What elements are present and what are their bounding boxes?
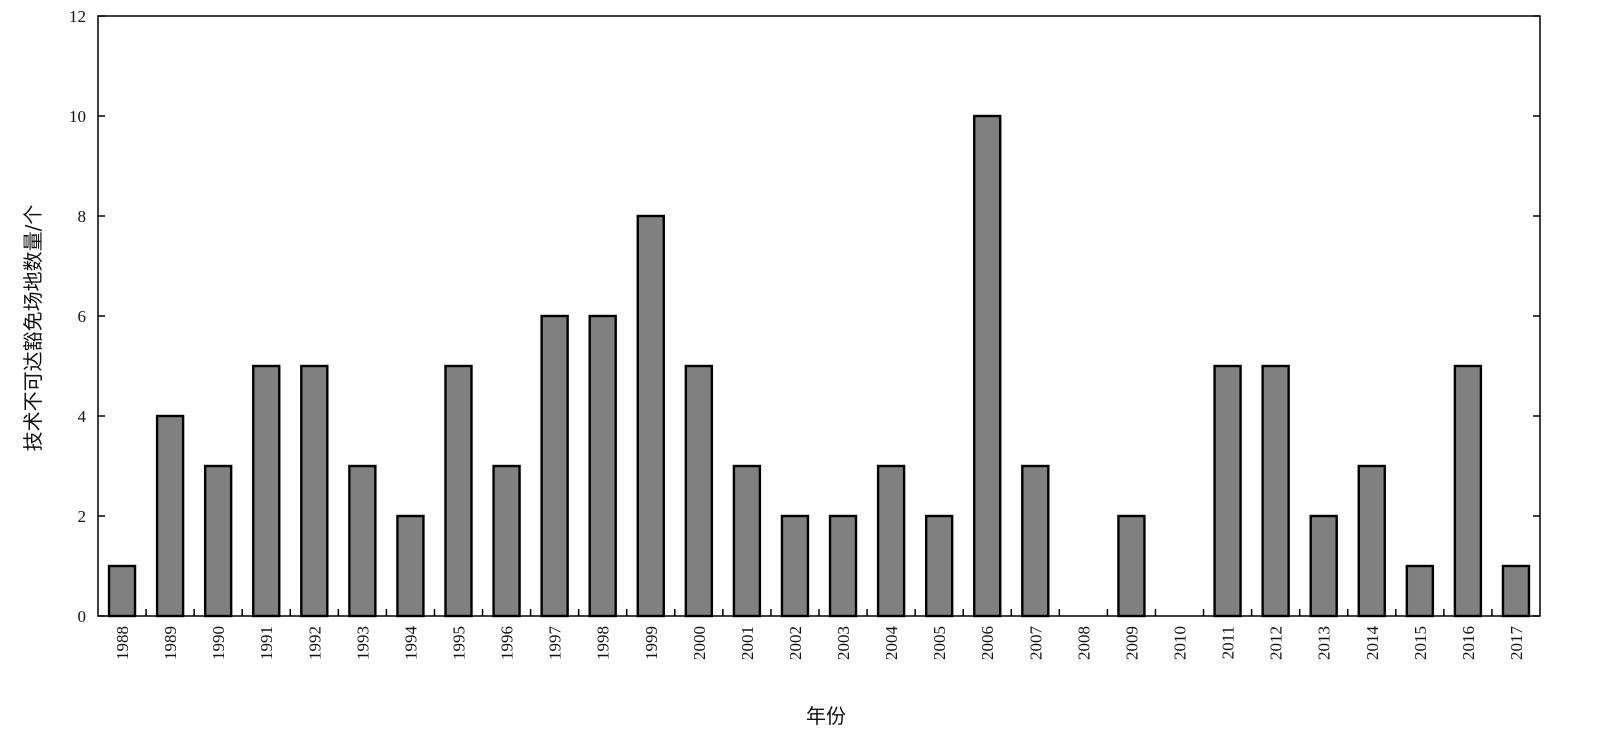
y-axis-ticks: 0 2 4 6 8 10 12 <box>69 7 1540 626</box>
bar-1999 <box>636 214 665 618</box>
bar-1998 <box>588 314 617 618</box>
x-tick-label: 2004 <box>882 626 901 661</box>
x-tick-label: 1995 <box>450 626 469 660</box>
bar-1994 <box>396 514 425 618</box>
x-tick-label: 2012 <box>1267 626 1286 660</box>
bar-2005 <box>924 514 954 618</box>
y-tick-label: 6 <box>78 307 87 326</box>
x-tick-label: 2015 <box>1411 626 1430 660</box>
x-tick-label: 1998 <box>594 626 613 660</box>
bar-1990 <box>203 464 233 618</box>
bar-2009 <box>1117 514 1146 618</box>
y-tick-label: 2 <box>78 507 87 526</box>
x-tick-label: 2007 <box>1026 626 1045 661</box>
bar-2004 <box>876 464 906 618</box>
bar-2011 <box>1213 364 1242 618</box>
x-tick-label: 1993 <box>353 626 372 660</box>
bar-2000 <box>684 364 714 618</box>
x-tick-label: 2009 <box>1122 626 1141 660</box>
x-tick-label: 1991 <box>257 626 276 660</box>
x-tick-label: 2001 <box>738 626 757 660</box>
bar-2016 <box>1453 364 1483 618</box>
bar-1995 <box>444 364 473 618</box>
bar-2015 <box>1405 564 1435 618</box>
y-tick-label: 12 <box>69 7 86 26</box>
x-tick-label: 2008 <box>1074 626 1093 660</box>
x-tick-label: 2003 <box>834 626 853 660</box>
bar-2014 <box>1357 464 1386 618</box>
bar-2013 <box>1309 514 1338 618</box>
x-axis-title: 年份 <box>806 704 846 728</box>
bar-2017 <box>1501 564 1531 618</box>
x-tick-label: 1990 <box>209 626 228 660</box>
x-tick-label: 2010 <box>1171 626 1190 660</box>
x-axis-ticks: 1988 1989 1990 1991 1992 1993 1994 1995 1996 1997… <box>113 609 1526 660</box>
bar-1992 <box>300 364 329 618</box>
bar-2006 <box>973 114 1002 618</box>
bar-1991 <box>252 364 281 618</box>
bar-2002 <box>780 514 810 618</box>
bar-1989 <box>155 414 185 618</box>
bar-1988 <box>107 564 137 618</box>
x-tick-label: 2011 <box>1219 626 1238 659</box>
x-tick-label: 1997 <box>546 626 565 661</box>
x-tick-label: 2002 <box>786 626 805 660</box>
x-tick-label: 2017 <box>1507 626 1526 661</box>
bar-2012 <box>1261 364 1290 618</box>
x-tick-label: 2000 <box>690 626 709 660</box>
x-tick-label: 1992 <box>305 626 324 660</box>
y-tick-label: 4 <box>78 407 87 426</box>
bars <box>107 114 1531 618</box>
y-tick-label: 8 <box>78 207 87 226</box>
x-tick-label: 1989 <box>161 626 180 660</box>
x-tick-label: 1994 <box>401 626 420 661</box>
y-tick-label: 10 <box>69 107 86 126</box>
bar-2003 <box>828 514 858 618</box>
bar-1997 <box>540 314 569 618</box>
y-axis-title: 技术不可达豁免场地数量/个 <box>21 205 45 452</box>
bar-2001 <box>732 464 762 618</box>
x-tick-label: 2016 <box>1459 626 1478 660</box>
x-tick-label: 2005 <box>930 626 949 660</box>
x-tick-label: 1999 <box>642 626 661 660</box>
x-tick-label: 2014 <box>1363 626 1382 661</box>
x-tick-label: 2013 <box>1315 626 1334 660</box>
x-tick-label: 1988 <box>113 626 132 660</box>
x-tick-label: 2006 <box>978 626 997 660</box>
x-tick-label: 1996 <box>498 626 517 660</box>
bar-2007 <box>1021 464 1050 618</box>
y-tick-label: 0 <box>78 607 87 626</box>
bar-1993 <box>348 464 377 618</box>
bar-1996 <box>492 464 521 618</box>
